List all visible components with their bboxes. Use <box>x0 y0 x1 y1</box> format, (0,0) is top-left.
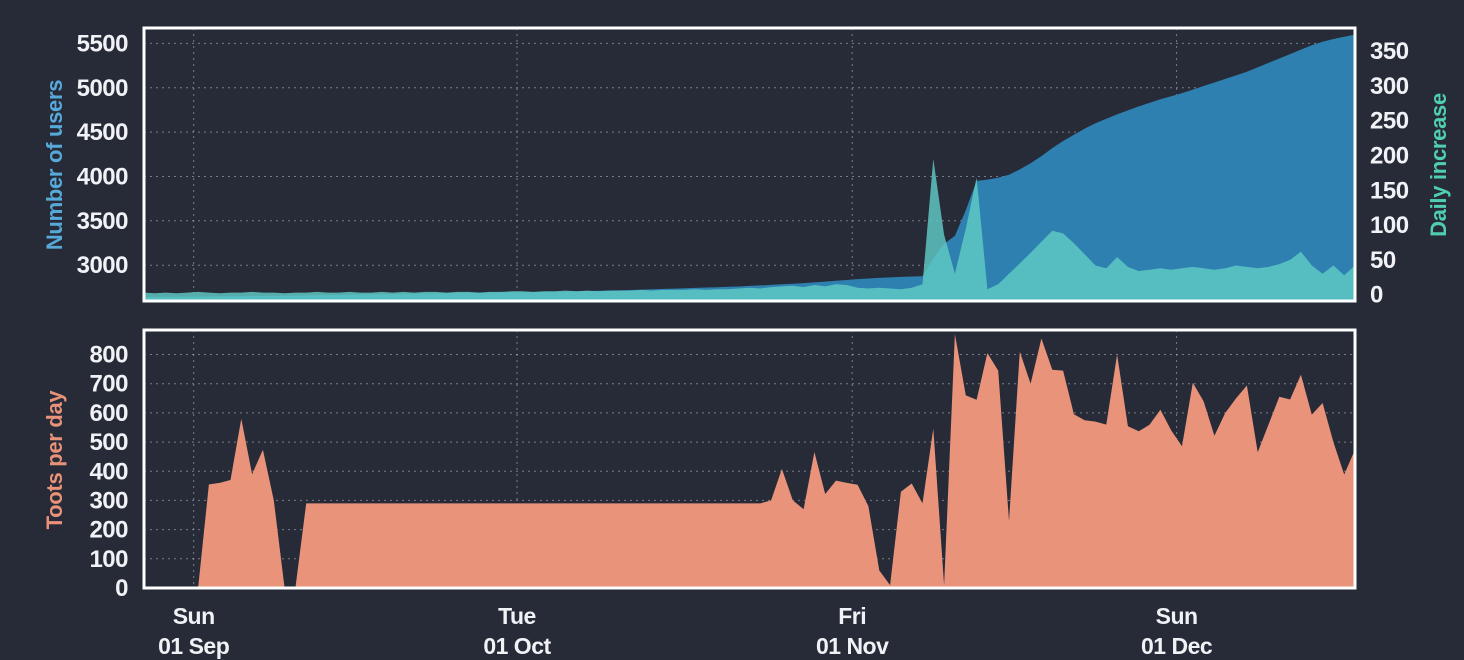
left-axis-tick-label: 600 <box>89 400 128 427</box>
x-tick-date-label: 01 Oct <box>483 633 551 659</box>
left-axis-tick-label: 4000 <box>77 164 129 191</box>
left-axis-tick-label: 4500 <box>77 119 129 146</box>
users-axis-title: Number of users <box>42 80 67 250</box>
x-tick-weekday-label: Fri <box>838 603 866 629</box>
left-axis-tick-label: 200 <box>89 517 128 544</box>
right-axis-tick-label: 350 <box>1370 38 1409 65</box>
plot-frame <box>142 328 1357 590</box>
left-axis-tick-label: 5000 <box>77 75 129 102</box>
left-axis-tick-label: 300 <box>89 487 128 514</box>
x-tick-date-label: 01 Dec <box>1141 633 1213 659</box>
daily-increase-axis-title: Daily increase <box>1426 93 1451 237</box>
daily-increase-area <box>144 158 1355 301</box>
right-axis-tick-label: 100 <box>1370 212 1409 239</box>
x-tick-date-label: 01 Sep <box>158 633 230 659</box>
left-axis-tick-label: 0 <box>115 575 128 602</box>
right-axis-tick-label: 150 <box>1370 177 1409 204</box>
right-axis-tick-label: 0 <box>1370 282 1383 309</box>
left-axis-tick-label: 700 <box>89 371 128 398</box>
toots-axis-title: Toots per day <box>42 390 67 530</box>
left-axis-tick-label: 100 <box>89 546 128 573</box>
left-axis-tick-label: 3000 <box>77 252 129 279</box>
x-tick-weekday-label: Sun <box>1156 603 1198 629</box>
number-of-users-area <box>144 34 1355 301</box>
right-axis-tick-label: 300 <box>1370 73 1409 100</box>
left-axis-tick-label: 500 <box>89 429 128 456</box>
toots-per-day-area <box>144 334 1355 588</box>
left-axis-tick-label: 3500 <box>77 208 129 235</box>
right-axis-tick-label: 200 <box>1370 142 1409 169</box>
right-axis-tick-label: 50 <box>1370 247 1396 274</box>
left-axis-tick-label: 800 <box>89 342 128 369</box>
x-tick-weekday-label: Sun <box>173 603 215 629</box>
right-axis-tick-label: 250 <box>1370 108 1409 135</box>
x-tick-date-label: 01 Nov <box>816 633 889 659</box>
x-tick-weekday-label: Tue <box>498 603 536 629</box>
left-axis-tick-label: 400 <box>89 458 128 485</box>
left-axis-tick-label: 5500 <box>77 30 129 57</box>
plot-frame <box>142 26 1357 303</box>
